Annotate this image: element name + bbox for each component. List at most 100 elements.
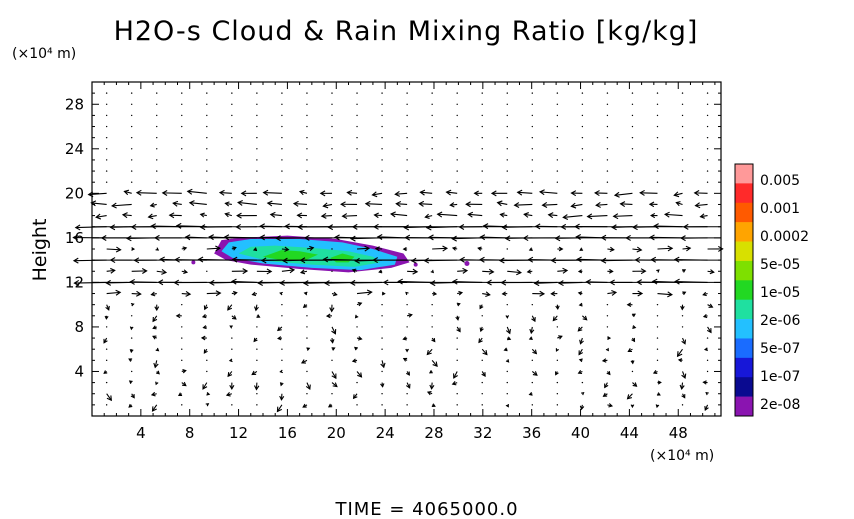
wind-head	[378, 269, 383, 274]
wind-arrow	[581, 125, 584, 128]
wind-arrow	[506, 303, 508, 306]
wind-arrow	[552, 315, 558, 322]
wind-head	[206, 391, 211, 396]
wind-dot	[181, 92, 183, 94]
wind-arrow	[356, 336, 363, 341]
wind-arrow	[706, 326, 712, 334]
wind-arrow	[306, 114, 308, 117]
wind-arrow	[155, 247, 160, 251]
colorbar-segment	[735, 396, 753, 417]
wind-arrow	[130, 302, 135, 307]
wind-dot	[556, 136, 559, 139]
wind-arrow	[663, 211, 683, 218]
wind-arrow	[378, 269, 383, 274]
wind-arrow	[556, 326, 559, 328]
wind-arrow	[406, 114, 408, 117]
wind-arrow	[656, 136, 659, 139]
wind-arrow	[155, 370, 160, 375]
wind-dot	[181, 337, 183, 339]
wind-dot	[231, 92, 233, 94]
wind-arrow	[456, 348, 458, 350]
wind-shaft	[152, 315, 158, 322]
wind-arrow	[605, 347, 609, 352]
wind-shaft	[88, 192, 107, 196]
wind-head	[611, 289, 618, 296]
wind-shaft	[202, 382, 208, 390]
wind-head	[405, 348, 409, 353]
wind-head	[302, 303, 308, 308]
wind-arrow	[269, 211, 282, 218]
wind-dot	[656, 103, 659, 105]
wind-arrow	[531, 92, 533, 94]
wind-dot	[156, 170, 158, 172]
wind-head	[702, 380, 707, 385]
wind-arrow	[253, 337, 258, 343]
wind-arrow	[231, 337, 233, 339]
wind-shaft	[695, 203, 708, 207]
wind-dot	[105, 326, 108, 328]
wind-head	[631, 313, 636, 318]
wind-head	[482, 350, 488, 356]
wind-arrow	[501, 224, 533, 231]
wind-arrow	[406, 313, 413, 318]
wind-head	[526, 269, 532, 274]
wind-arrow	[231, 125, 233, 128]
wind-head	[150, 391, 156, 397]
wind-dot	[256, 393, 258, 395]
wind-head	[663, 211, 670, 218]
wind-head	[397, 278, 403, 285]
wind-arrow	[277, 336, 282, 341]
wind-head	[227, 372, 233, 378]
wind-head	[346, 189, 353, 196]
wind-head	[256, 314, 261, 318]
wind-dot	[631, 159, 634, 161]
wind-dot	[581, 159, 584, 161]
wind-head	[505, 359, 510, 363]
wind-arrow	[556, 92, 559, 94]
wind-head	[667, 291, 673, 298]
wind-arrow	[296, 212, 307, 219]
wind-arrow	[578, 302, 583, 307]
wind-arrow	[354, 346, 358, 351]
wind-head	[259, 234, 266, 241]
wind-arrow	[224, 201, 232, 207]
wind-head	[600, 257, 607, 264]
wind-dot	[356, 103, 358, 105]
wind-arrow	[105, 181, 108, 183]
wind-head	[578, 302, 583, 307]
wind-arrow	[352, 393, 358, 400]
wind-head	[428, 234, 434, 241]
wind-head	[538, 189, 545, 196]
wind-dot	[456, 348, 458, 350]
wind-head	[152, 316, 158, 323]
wind-dot	[381, 170, 383, 172]
wind-head	[300, 359, 306, 364]
wind-head	[340, 201, 346, 208]
wind-arrow	[406, 170, 408, 172]
wind-shaft	[425, 215, 433, 218]
wind-dot	[606, 170, 609, 172]
wind-arrow	[481, 381, 483, 384]
wind-dot	[556, 103, 559, 105]
x-tick-label: 8	[185, 424, 195, 442]
wind-arrow	[281, 148, 283, 150]
wind-shaft	[124, 190, 132, 194]
wind-arrow	[431, 303, 433, 306]
wind-arrow	[431, 403, 436, 407]
wind-arrow	[531, 181, 533, 183]
wind-shaft	[96, 215, 107, 218]
wind-arrow	[231, 404, 233, 406]
wind-arrow	[681, 159, 684, 161]
wind-head	[72, 234, 79, 241]
wind-arrow	[356, 136, 358, 139]
wind-dot	[206, 170, 208, 172]
wind-head	[232, 246, 237, 251]
wind-dot	[381, 370, 383, 373]
wind-head	[706, 328, 712, 334]
wind-head	[405, 383, 411, 389]
wind-arrow	[256, 268, 273, 275]
wind-dot	[681, 136, 684, 139]
wind-shaft	[640, 192, 658, 194]
wind-dot	[381, 337, 383, 339]
wind-arrow	[648, 201, 658, 208]
